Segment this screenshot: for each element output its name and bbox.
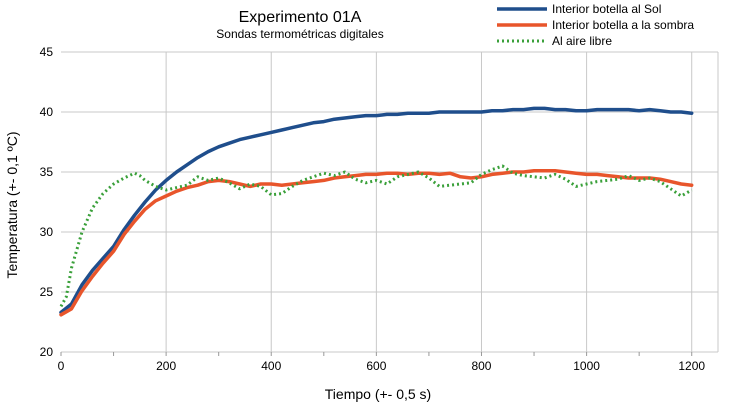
- grid: [60, 51, 719, 356]
- x-tick-label: 1200: [678, 359, 705, 373]
- legend: Interior botella al Sol Interior botella …: [497, 2, 694, 48]
- series-line-1: [59, 169, 694, 317]
- y-tick-label: 35: [40, 165, 54, 179]
- legend-label-1: Interior botella a la sombra: [552, 18, 694, 32]
- y-tick-label: 20: [40, 345, 54, 359]
- legend-label-0: Interior botella al Sol: [552, 2, 661, 16]
- x-axis-label: Tiempo (+- 0,5 s): [325, 386, 431, 402]
- chart-subtitle: Sondas termométricas digitales: [216, 27, 383, 41]
- y-tick-label: 30: [40, 225, 54, 239]
- x-tick-label: 400: [261, 359, 281, 373]
- x-tick-label: 800: [471, 359, 491, 373]
- y-tick-label: 45: [40, 45, 54, 59]
- series-lines: [59, 106, 694, 317]
- y-tick-label: 25: [40, 285, 54, 299]
- y-tick-label: 40: [40, 105, 54, 119]
- x-tick-label: 600: [366, 359, 386, 373]
- x-tick-label: 200: [156, 359, 176, 373]
- series-line-0: [59, 106, 694, 315]
- series-line-2: [59, 164, 693, 308]
- chart-title: Experimento 01A: [239, 9, 362, 26]
- x-tick-label: 1000: [573, 359, 600, 373]
- x-tick-label: 0: [58, 359, 65, 373]
- legend-label-2: Al aire libre: [552, 34, 612, 48]
- y-axis-label: Temperatura (+- 0,1 ºC): [4, 131, 20, 278]
- tick-labels: 20 25 30 35 40 45 0 200 400 600 800 1000 1200: [40, 45, 706, 373]
